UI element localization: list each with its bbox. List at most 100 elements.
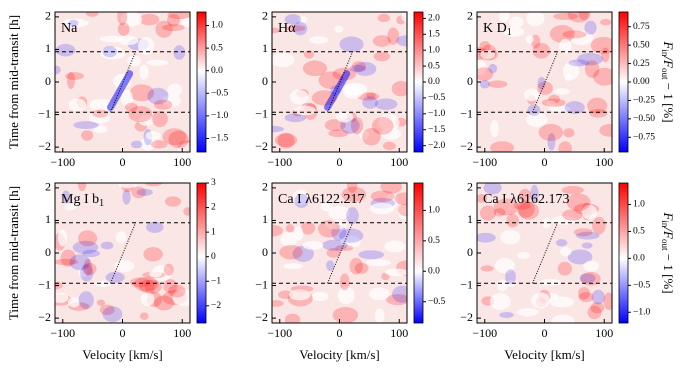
colorbar-tick-label: 0.50 [633,40,650,50]
texture [525,35,534,44]
texture [68,98,87,112]
colorbar-tick-label: −1.5 [428,125,445,135]
texture [371,117,394,135]
texture [77,183,87,192]
texture [335,244,354,252]
texture [378,114,400,132]
x-tick-label: 0 [542,155,548,169]
y-tick-label: 1 [467,41,473,55]
texture [55,292,69,304]
y-tick-label: 2 [467,180,473,194]
texture [557,261,573,276]
texture [567,12,591,23]
y-tick-label: 1 [262,41,268,55]
texture [317,220,340,238]
colorbar-tick-label: −0.5 [633,280,650,290]
texture [105,271,125,283]
texture [564,101,585,115]
texture [183,207,190,216]
texture [586,97,608,114]
texture [64,203,77,211]
texture [546,100,557,109]
colorbar-tick-label: −0.50 [633,114,655,124]
texture [167,13,180,27]
texture [150,140,168,149]
texture [78,267,88,278]
texture [140,136,156,151]
texture [117,35,139,46]
texture [525,112,548,128]
texture [324,119,346,132]
texture [147,87,169,105]
planet-track [327,222,354,284]
panel-title: Hα [278,21,296,36]
texture [531,292,550,309]
texture [99,304,115,316]
texture [274,133,298,147]
texture [477,193,488,203]
texture [168,284,186,298]
texture [57,229,68,247]
texture [537,76,546,90]
texture [334,25,344,33]
y-tick-label: 0 [262,74,268,88]
texture [130,140,143,149]
texture [370,190,395,203]
texture [526,12,545,27]
x-tick-label: 100 [390,155,408,169]
colorbar-tick-label: 0.00 [633,77,650,87]
texture [162,24,185,32]
texture [300,221,316,235]
colorbar-label-part: F [661,40,676,50]
texture [322,239,348,251]
panel-title: Ca I λ6162.173 [483,192,570,207]
texture [272,125,285,133]
colorbar [413,182,424,324]
texture [339,273,350,291]
colorbar-label-part: out [660,68,670,80]
texture [272,224,283,237]
texture [294,193,309,209]
texture [55,65,61,75]
y-tick-label: −2 [255,139,268,153]
texture [354,61,377,76]
texture [163,263,174,276]
colorbar-tick-label: 2 [211,203,216,213]
texture [506,213,519,228]
texture [294,105,316,116]
texture [577,52,604,66]
colorbar-label-part: out [660,239,670,251]
texture [138,37,155,56]
texture [519,188,532,203]
texture [339,36,364,53]
texture [81,130,94,141]
texture [181,17,190,28]
texture [518,201,539,220]
texture [61,190,71,204]
texture [143,247,163,262]
panel-title-sub: 1 [507,27,512,38]
texture [153,99,173,110]
colorbar-tick-label: 0.5 [428,61,440,71]
texture [172,289,190,307]
colorbar-tick-label: 1 [211,227,216,237]
texture [558,141,572,152]
y-tick-label: −2 [38,139,51,153]
panel-title-main: K D [483,21,507,36]
texture [500,229,521,245]
texture [72,240,99,254]
texture [284,313,301,323]
colorbar-tick-label: 1.0 [428,45,440,55]
texture [144,183,163,187]
texture [298,16,308,24]
texture [553,12,578,20]
x-tick-label: 100 [595,326,613,340]
texture [302,60,328,77]
texture [294,225,304,241]
texture [566,193,591,211]
texture [537,81,553,95]
texture [332,306,359,323]
texture [477,59,487,76]
y-axis-label: Time from mid-transit [h] [6,186,21,320]
